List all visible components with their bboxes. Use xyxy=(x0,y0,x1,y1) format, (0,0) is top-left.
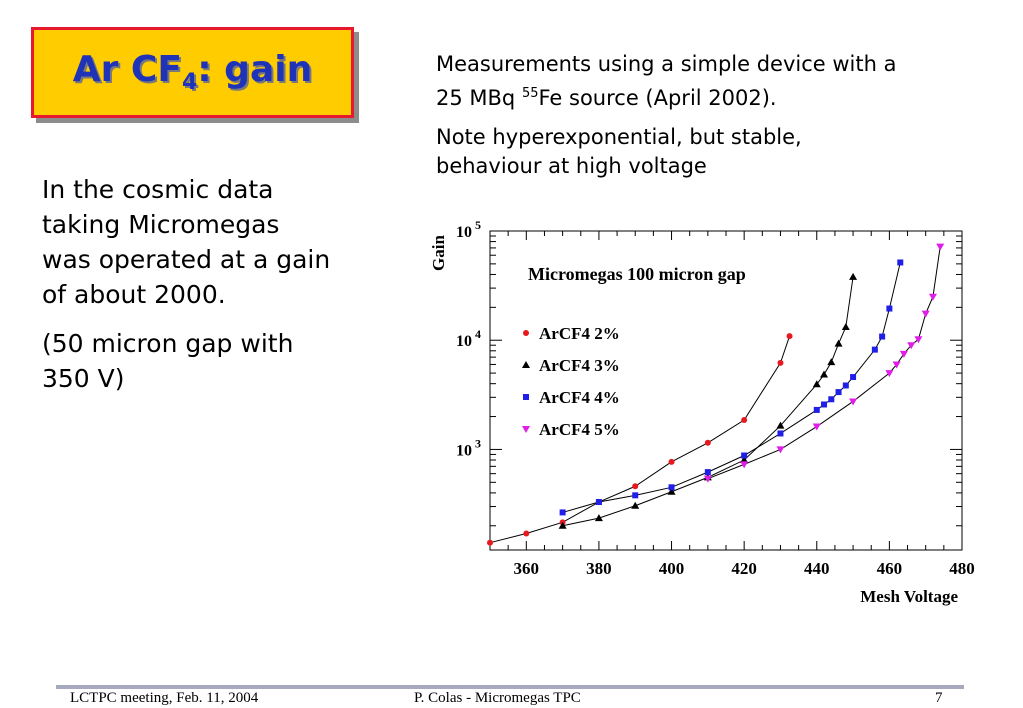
footer-page-number: 7 xyxy=(935,690,943,706)
legend-label-4: ArCF4 5% xyxy=(539,420,620,439)
data-point-series-2 xyxy=(740,456,749,464)
data-point-series-4 xyxy=(885,370,894,378)
data-point-series-3 xyxy=(850,374,857,381)
y-tick-label: 10 3 xyxy=(456,436,481,459)
chart-title: Micromegas 100 micron gap xyxy=(528,264,746,284)
title-box: Ar CF4: gain xyxy=(31,27,354,118)
legend-marker-3 xyxy=(523,394,529,400)
cosmic-text: In the cosmic data taking Micromegas was o… xyxy=(42,172,382,410)
data-point-series-2 xyxy=(667,487,676,495)
series-line-1 xyxy=(489,335,791,544)
data-point-series-4 xyxy=(703,475,712,483)
data-point-series-3 xyxy=(632,492,639,499)
data-point-series-3 xyxy=(879,333,886,340)
data-point-series-3 xyxy=(595,499,602,506)
y-tick-label: 10 5 xyxy=(456,218,481,241)
data-point-series-1 xyxy=(704,439,711,446)
data-point-series-3 xyxy=(835,389,842,396)
data-point-series-2 xyxy=(812,380,821,388)
y-tick-label: 10 4 xyxy=(456,327,481,350)
data-point-series-3 xyxy=(828,396,835,403)
legend-label-3: ArCF4 4% xyxy=(539,388,620,407)
data-point-series-4 xyxy=(928,293,937,301)
data-point-series-1 xyxy=(487,539,493,546)
source-paragraph: Measurements using a simple device with … xyxy=(436,52,897,110)
data-point-series-1 xyxy=(523,530,530,537)
data-point-series-2 xyxy=(834,339,843,347)
data-point-series-3 xyxy=(886,305,893,312)
data-point-series-4 xyxy=(849,398,858,406)
data-point-series-4 xyxy=(899,350,908,358)
x-tick-label: 400 xyxy=(659,559,685,578)
data-point-series-3 xyxy=(842,382,849,389)
x-tick-label: 380 xyxy=(586,559,612,578)
gain-chart: 360 380 400 420 440 460 480 10 3 10 4 10 5 Mesh Vo… xyxy=(429,218,975,606)
cosmic-paragraph: In the cosmic data taking Micromegas was o… xyxy=(42,175,331,309)
data-point-series-3 xyxy=(559,509,566,516)
data-point-series-2 xyxy=(841,323,850,331)
data-point-series-3 xyxy=(821,401,828,408)
data-point-series-2 xyxy=(631,501,640,509)
y-axis-label: Gain xyxy=(429,235,448,271)
data-point-series-4 xyxy=(907,342,916,350)
data-point-series-4 xyxy=(892,361,901,369)
data-point-series-2 xyxy=(558,521,567,529)
data-point-series-4 xyxy=(812,423,821,431)
data-point-series-1 xyxy=(777,359,784,366)
data-point-series-3 xyxy=(668,484,675,491)
legend-label-2: ArCF4 3% xyxy=(539,356,620,375)
legend-marker-1 xyxy=(523,330,529,336)
x-tick-label: 360 xyxy=(514,559,540,578)
data-point-series-2 xyxy=(849,272,858,280)
data-point-series-3 xyxy=(897,259,904,266)
data-point-series-1 xyxy=(741,416,748,423)
slide-title: Ar CF4: gain xyxy=(72,49,313,96)
data-point-series-3 xyxy=(777,430,784,437)
data-point-series-1 xyxy=(668,458,675,465)
data-point-series-3 xyxy=(813,406,820,413)
data-point-series-3 xyxy=(741,452,748,459)
data-point-series-2 xyxy=(594,514,603,522)
data-point-series-2 xyxy=(820,370,829,378)
data-point-series-1 xyxy=(632,483,639,490)
description-text: Measurements using a simple device with … xyxy=(436,50,996,191)
data-point-series-3 xyxy=(704,469,711,476)
footer-meeting: LCTPC meeting, Feb. 11, 2004 xyxy=(70,690,259,706)
legend-marker-4 xyxy=(522,426,530,433)
data-point-series-2 xyxy=(827,358,836,366)
footer-divider xyxy=(56,685,964,689)
x-tick-label: 420 xyxy=(731,559,757,578)
data-point-series-4 xyxy=(740,461,749,469)
gap-paragraph: (50 micron gap with 350 V) xyxy=(42,329,294,393)
data-point-series-4 xyxy=(936,243,945,251)
footer-author: P. Colas - Micromegas TPC xyxy=(414,690,581,706)
x-tick-label: 480 xyxy=(949,559,975,578)
data-point-series-2 xyxy=(776,421,785,429)
data-point-series-4 xyxy=(914,336,923,344)
x-tick-label: 440 xyxy=(804,559,830,578)
legend-label-1: ArCF4 2% xyxy=(539,324,620,343)
note-paragraph: Note hyperexponential, but stable, behavi… xyxy=(436,125,802,178)
data-point-series-3 xyxy=(871,346,878,353)
data-point-series-4 xyxy=(921,310,930,318)
data-point-series-4 xyxy=(776,446,785,454)
data-point-series-1 xyxy=(786,333,793,340)
legend-marker-2 xyxy=(522,361,530,368)
x-axis-label: Mesh Voltage xyxy=(860,587,958,606)
x-tick-label: 460 xyxy=(877,559,903,578)
